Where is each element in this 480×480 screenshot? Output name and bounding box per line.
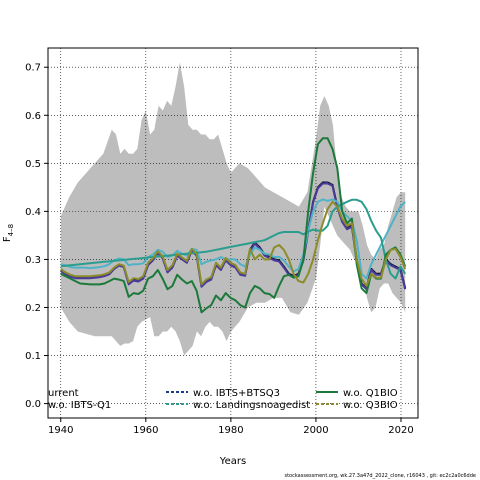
series-line-7 <box>60 200 407 287</box>
y-tick-label: 0.1 <box>25 351 41 362</box>
series-line-4 <box>60 198 406 280</box>
legend-label: w.o. IBTS-Q1 <box>48 400 111 411</box>
legend-label: w.o. Q3BIO <box>343 400 398 411</box>
y-tick-label: 0.5 <box>25 159 41 170</box>
confidence-band-layer <box>60 62 406 356</box>
series-line-3 <box>60 182 407 291</box>
series-line-5 <box>60 198 407 280</box>
footer-credit: stockassessment.org, wk.27.3a47d_2022_cl… <box>284 473 476 479</box>
y-tick-label: 0.3 <box>25 255 41 266</box>
y-axis-label: F4–8 <box>2 224 15 242</box>
y-tick-label: 0.0 <box>25 399 41 410</box>
x-tick-label: 2020 <box>388 425 413 436</box>
confidence-band <box>60 62 406 356</box>
x-tick-label: 2000 <box>303 425 328 436</box>
y-tick-label: 0.6 <box>25 111 41 122</box>
x-axis-label: Years <box>219 456 246 467</box>
x-axis: 1940 1960 1980 2000 2020 <box>48 418 414 436</box>
y-tick-label: 0.7 <box>25 63 41 74</box>
svg-text:F4–8: F4–8 <box>2 224 15 242</box>
legend-label: w.o. Q1BIO <box>343 388 398 399</box>
series-line-6 <box>60 137 407 314</box>
series-layer <box>60 137 407 314</box>
legend-label: urrent <box>48 388 79 399</box>
y-axis: 0.0 0.1 0.2 0.3 0.4 0.5 0.6 0.7 <box>25 63 48 410</box>
legend-label: w.o. IBTS+BTSQ3 <box>193 388 280 399</box>
legend-label: w.o. Landingsnoagedist <box>193 400 310 411</box>
plot-frame <box>47 47 419 419</box>
y-axis-label-sub: 4–8 <box>7 224 15 236</box>
x-tick-label: 1940 <box>48 425 73 436</box>
y-axis-label-main: F <box>2 236 13 242</box>
x-tick-label: 1960 <box>133 425 158 436</box>
y-tick-label: 0.2 <box>25 303 41 314</box>
x-tick-label: 1980 <box>218 425 243 436</box>
y-tick-label: 0.4 <box>25 207 41 218</box>
